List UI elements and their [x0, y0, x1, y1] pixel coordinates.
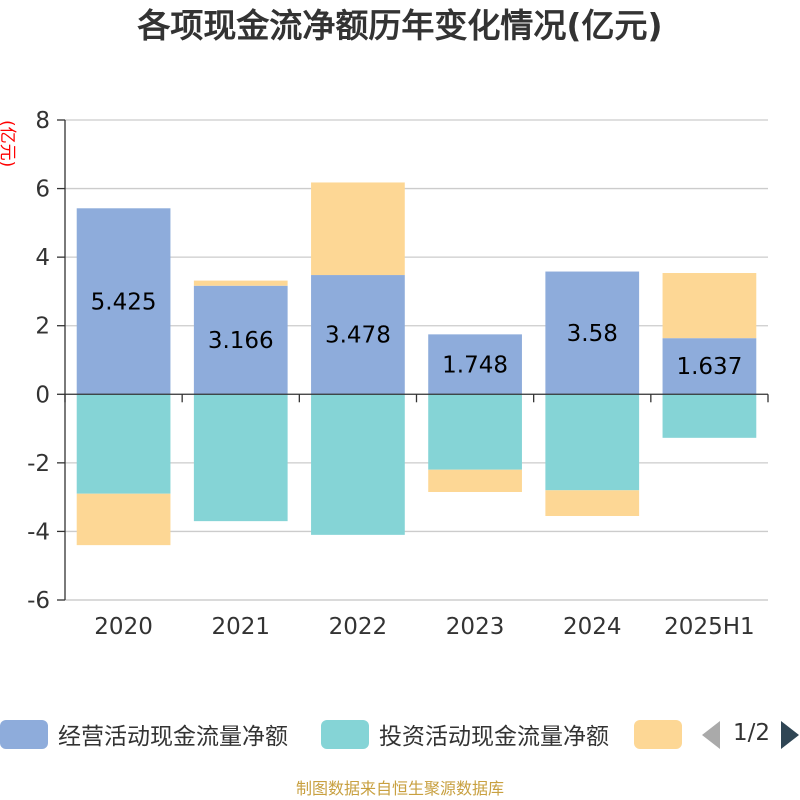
- bar-s1-2025H1[interactable]: [662, 394, 757, 438]
- page-title: 各项现金流净额历年变化情况(亿元): [137, 6, 663, 45]
- bar-s0-2024[interactable]: [545, 271, 640, 395]
- data-label: 3.166: [208, 328, 274, 354]
- triangle-right-icon[interactable]: [781, 721, 799, 749]
- axes: 8 6 4 2 0 -2 -4 -6 2020 2021 2022 2023 2024 2025H1: [27, 108, 769, 640]
- x-tick-label: 2022: [329, 614, 388, 640]
- x-tick-label: 2021: [211, 614, 270, 640]
- bar-s1-2024[interactable]: [545, 394, 640, 491]
- legend-swatch-investing: [321, 719, 369, 749]
- bar-s0-2020[interactable]: [76, 208, 171, 395]
- bar-s2-2022[interactable]: [311, 182, 405, 276]
- data-label: 5.425: [91, 289, 157, 315]
- legend-item-investing[interactable]: 投资活动现金流量净额: [321, 712, 609, 756]
- x-tick-label: 2020: [94, 614, 153, 640]
- y-tick-label: 0: [35, 382, 50, 408]
- bar-s2-2025H1[interactable]: [662, 273, 757, 339]
- data-label: 1.637: [676, 354, 742, 380]
- legend-label-operating: 经营活动现金流量净额: [58, 724, 288, 750]
- grid-lines: [65, 119, 768, 601]
- bar-s1-2020[interactable]: [76, 394, 171, 494]
- bar-s0-2021[interactable]: [193, 285, 288, 395]
- triangle-left-icon[interactable]: [702, 721, 720, 749]
- y-tick-label: 2: [35, 314, 50, 340]
- bar-s2-2023[interactable]: [428, 469, 522, 492]
- data-label: 3.478: [325, 323, 391, 349]
- bar-s2-2024[interactable]: [545, 490, 640, 516]
- bar-s2-2021[interactable]: [193, 280, 288, 286]
- legend-swatch-third: [634, 719, 682, 749]
- bars: [76, 182, 757, 546]
- data-label: 3.58: [567, 321, 618, 347]
- legend: 经营活动现金流量净额 投资活动现金流量净额 1/2: [0, 712, 800, 756]
- y-axis-unit: (亿元): [0, 120, 17, 167]
- y-tick-label: -6: [27, 588, 50, 614]
- bar-s1-2023[interactable]: [428, 394, 522, 470]
- y-tick-label: -2: [27, 451, 50, 477]
- y-tick-label: 8: [35, 108, 50, 134]
- bar-s0-2025H1[interactable]: [662, 338, 757, 395]
- legend-item-operating[interactable]: 经营活动现金流量净额: [0, 712, 288, 756]
- y-tick-label: 4: [35, 245, 50, 271]
- legend-swatch-operating: [0, 719, 48, 749]
- source-note: 制图数据来自恒生聚源数据库: [295, 779, 504, 798]
- data-label: 1.748: [442, 352, 508, 378]
- x-tick-label: 2024: [563, 614, 622, 640]
- bar-s1-2021[interactable]: [193, 394, 288, 522]
- x-tick-label: 2025H1: [664, 614, 754, 640]
- bar-s0-2022[interactable]: [311, 275, 405, 395]
- bar-s1-2022[interactable]: [311, 394, 405, 535]
- bar-s0-2023[interactable]: [428, 334, 522, 395]
- y-tick-label: 6: [35, 177, 50, 203]
- x-tick-label: 2023: [446, 614, 505, 640]
- legend-item-third[interactable]: [634, 712, 692, 756]
- y-tick-label: -4: [27, 519, 50, 545]
- legend-label-investing: 投资活动现金流量净额: [379, 724, 609, 750]
- bar-s2-2020[interactable]: [76, 493, 171, 546]
- chart: 8 6 4 2 0 -2 -4 -6 2020 2021 2022 2023 2024 2025H1 5.…: [0, 108, 769, 640]
- data-labels: 5.425 3.166 3.478 1.748 3.58 1.637: [91, 289, 743, 380]
- legend-pager-text: 1/2: [733, 720, 771, 746]
